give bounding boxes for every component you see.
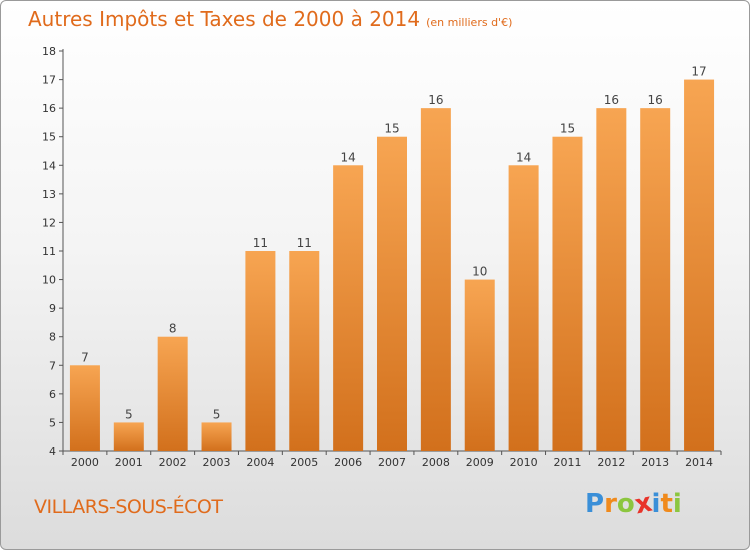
- data-label: 17: [691, 65, 706, 79]
- bar-2007: [377, 136, 407, 451]
- data-label: 14: [516, 150, 531, 164]
- data-label: 5: [125, 407, 133, 421]
- y-tick-label: 10: [42, 274, 56, 287]
- bar-2010: [508, 165, 539, 452]
- y-tick-label: 7: [49, 359, 56, 372]
- y-tick-label: 4: [49, 445, 56, 458]
- logo-letter: i: [651, 489, 661, 519]
- bar-2009: [464, 279, 495, 451]
- bar-2006: [333, 165, 364, 452]
- bar-2001: [113, 422, 144, 451]
- data-label: 16: [648, 93, 663, 107]
- axes: 4 5 6 7 8 9 10 11 12 13 14 15 16 17 18 2000 2001 2002 2003…: [42, 45, 722, 469]
- y-tick-label: 9: [49, 302, 56, 315]
- x-tick-label: 2001: [115, 456, 143, 469]
- data-label: 8: [169, 322, 177, 336]
- logo-letter: t: [660, 489, 673, 519]
- data-label: 11: [297, 236, 312, 250]
- bar-2014: [684, 79, 715, 452]
- x-tick-label: 2000: [71, 456, 99, 469]
- y-tick-label: 13: [42, 188, 56, 201]
- data-label: 10: [472, 265, 487, 279]
- y-tick-label: 6: [49, 388, 56, 401]
- logo-letter: i: [672, 489, 682, 519]
- y-tick-label: 14: [42, 159, 56, 172]
- x-tick-label: 2011: [553, 456, 581, 469]
- proxiti-logo: Proxiti: [585, 488, 682, 521]
- x-tick-label: 2013: [641, 456, 669, 469]
- data-label: 14: [340, 150, 355, 164]
- logo-letter: P: [585, 489, 605, 519]
- chart-title: Autres Impôts et Taxes de 2000 à 2014 (en…: [28, 7, 512, 31]
- x-tick-label: 2002: [159, 456, 187, 469]
- data-label: 15: [384, 122, 399, 136]
- place-name: VILLARS-SOUS-ÉCOT: [34, 496, 223, 518]
- data-label: 16: [604, 93, 619, 107]
- bar-2004: [245, 251, 276, 451]
- y-tick-label: 17: [42, 74, 56, 87]
- bar-2011: [552, 136, 583, 451]
- data-label: 15: [560, 122, 575, 136]
- x-tick-label: 2003: [203, 456, 231, 469]
- x-tick-label: 2012: [597, 456, 625, 469]
- bar-2002: [157, 336, 188, 451]
- x-tick-label: 2009: [466, 456, 494, 469]
- data-label: 7: [81, 350, 89, 364]
- x-tick-label: 2006: [334, 456, 362, 469]
- bar-2003: [201, 422, 232, 451]
- x-tick-label: 2008: [422, 456, 450, 469]
- chart-title-text: Autres Impôts et Taxes de 2000 à 2014: [28, 7, 421, 31]
- y-tick-label: 18: [42, 45, 56, 58]
- bar-2005: [289, 251, 320, 451]
- bar-2000: [69, 365, 100, 451]
- y-tick-label: 12: [42, 216, 56, 229]
- y-tick-label: 11: [42, 245, 56, 258]
- data-label: 5: [213, 407, 221, 421]
- y-tick-label: 16: [42, 102, 56, 115]
- y-tick-label: 8: [49, 331, 56, 344]
- x-tick-label: 2014: [685, 456, 713, 469]
- bar-2012: [596, 108, 627, 452]
- bar-2013: [640, 108, 671, 452]
- logo-letter: r: [604, 489, 617, 519]
- logo-letter: o: [616, 489, 635, 519]
- x-tick-label: 2005: [290, 456, 318, 469]
- x-tick-label: 2004: [246, 456, 274, 469]
- bar-2008: [420, 108, 451, 452]
- bars: [69, 79, 715, 452]
- x-tick-label: 2010: [510, 456, 538, 469]
- x-tick-label: 2007: [378, 456, 406, 469]
- data-label: 16: [428, 93, 443, 107]
- y-tick-label: 5: [49, 416, 56, 429]
- data-labels: 7 5 8 5 11 11 14 15 16 10 14 15 16 16 17: [81, 65, 707, 422]
- y-tick-label: 15: [42, 131, 56, 144]
- chart-subtitle: (en milliers d'€): [426, 16, 513, 29]
- data-label: 11: [253, 236, 268, 250]
